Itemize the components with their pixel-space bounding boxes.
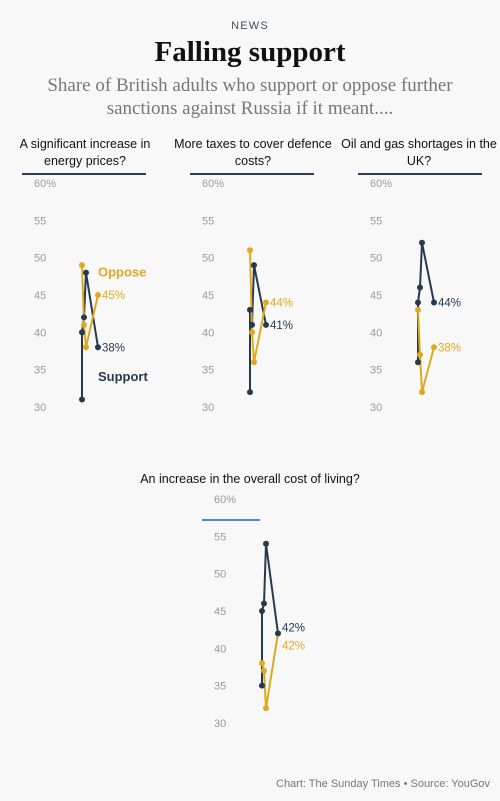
support-point (251, 262, 257, 269)
y-tick-label: 30 (214, 718, 226, 730)
oppose-line (261, 633, 279, 709)
y-tick-label: 60% (34, 178, 56, 190)
chart-energy: 60% 55 50 45 40 35 30 38% 45% Oppose Support (34, 178, 148, 414)
y-tick-label: 40 (214, 643, 226, 655)
panel-title-energy: A significant increase in energy prices? (19, 137, 151, 168)
y-tick-label: 55 (34, 215, 46, 227)
page-title: Falling support (154, 36, 346, 68)
y-tick-label: 45 (34, 290, 46, 302)
y-tick-label: 30 (370, 402, 382, 414)
y-tick-label: 55 (214, 531, 226, 543)
y-tick-label: 35 (214, 681, 226, 693)
y-tick-label: 55 (370, 215, 382, 227)
panel-title-living: An increase in the overall cost of livin… (140, 472, 360, 486)
y-tick-label: 50 (370, 253, 382, 265)
y-tick-label: 45 (202, 290, 214, 302)
support-point (259, 608, 265, 614)
support-point (247, 389, 253, 396)
support-point (247, 306, 253, 313)
oppose-point (431, 344, 437, 351)
y-tick-label: 60% (202, 178, 224, 190)
y-tick-label: 45 (214, 606, 226, 618)
support-point (431, 299, 437, 306)
chart-living: 60% 55 50 45 40 35 30 42% 42% (214, 494, 305, 730)
oppose-point (261, 667, 267, 674)
source-credit: Chart: The Sunday Times • Source: YouGov (276, 778, 490, 790)
support-point (83, 269, 89, 276)
kicker: NEWS (231, 20, 269, 32)
oppose-end-label: 45% (102, 290, 125, 302)
oppose-line (81, 265, 99, 348)
y-tick-label: 60% (214, 494, 236, 506)
panel-rule-energy (22, 173, 146, 175)
support-point (249, 321, 255, 328)
oppose-series-name: Oppose (98, 265, 146, 280)
panel-title-taxes: More taxes to cover defence costs? (174, 137, 332, 168)
y-tick-label: 35 (202, 365, 214, 377)
support-point (79, 396, 85, 403)
chart-taxes: 60% 55 50 45 40 35 30 41% 44% (202, 178, 293, 414)
oppose-point (249, 329, 255, 336)
y-tick-label: 45 (370, 290, 382, 302)
y-tick-label: 30 (34, 402, 46, 414)
subtitle: Share of British adults who support or o… (47, 75, 453, 119)
y-tick-label: 50 (214, 569, 226, 581)
oppose-point (263, 299, 269, 306)
oppose-point (419, 389, 425, 396)
y-tick-label: 30 (202, 402, 214, 414)
support-point (79, 329, 85, 336)
support-point (259, 682, 265, 689)
oppose-point (417, 351, 423, 358)
y-tick-label: 50 (202, 253, 214, 265)
support-point (415, 299, 421, 306)
support-end-label: 42% (282, 622, 305, 634)
panel-rule-living (202, 519, 260, 521)
y-tick-label: 55 (202, 215, 214, 227)
oppose-point (259, 660, 265, 667)
support-end-label: 44% (438, 297, 461, 309)
y-tick-label: 35 (34, 365, 46, 377)
oppose-point (247, 247, 253, 254)
support-point (81, 314, 87, 321)
oppose-end-label: 42% (282, 640, 305, 652)
oppose-point (415, 306, 421, 313)
oppose-point (79, 262, 85, 269)
support-end-label: 41% (270, 320, 293, 332)
oppose-point (81, 321, 87, 328)
oppose-point (263, 705, 269, 712)
oppose-point (95, 292, 101, 298)
y-tick-label: 40 (370, 327, 382, 339)
oppose-end-label: 38% (438, 342, 461, 354)
oppose-line (417, 309, 435, 393)
support-series-name: Support (98, 369, 148, 384)
panel-title-oil: Oil and gas shortages in the UK? (341, 137, 497, 168)
y-tick-label: 40 (34, 327, 46, 339)
oppose-point (83, 344, 89, 351)
y-tick-label: 40 (202, 327, 214, 339)
chart-oil: 60% 55 50 45 40 35 30 44% 38% (370, 178, 461, 414)
support-point (263, 321, 269, 328)
support-point (263, 540, 269, 547)
panel-rule-oil (358, 173, 482, 175)
support-point (275, 630, 281, 637)
y-tick-label: 60% (370, 178, 392, 190)
oppose-end-label: 44% (270, 297, 293, 309)
y-tick-label: 50 (34, 253, 46, 265)
oppose-point (251, 359, 257, 366)
panel-rule-taxes (190, 173, 314, 175)
y-tick-label: 35 (370, 365, 382, 377)
support-point (95, 344, 101, 351)
oppose-line (249, 250, 267, 363)
support-point (261, 600, 267, 607)
support-point (415, 359, 421, 366)
support-end-label: 38% (102, 342, 125, 354)
support-point (419, 239, 425, 246)
support-point (417, 284, 423, 291)
